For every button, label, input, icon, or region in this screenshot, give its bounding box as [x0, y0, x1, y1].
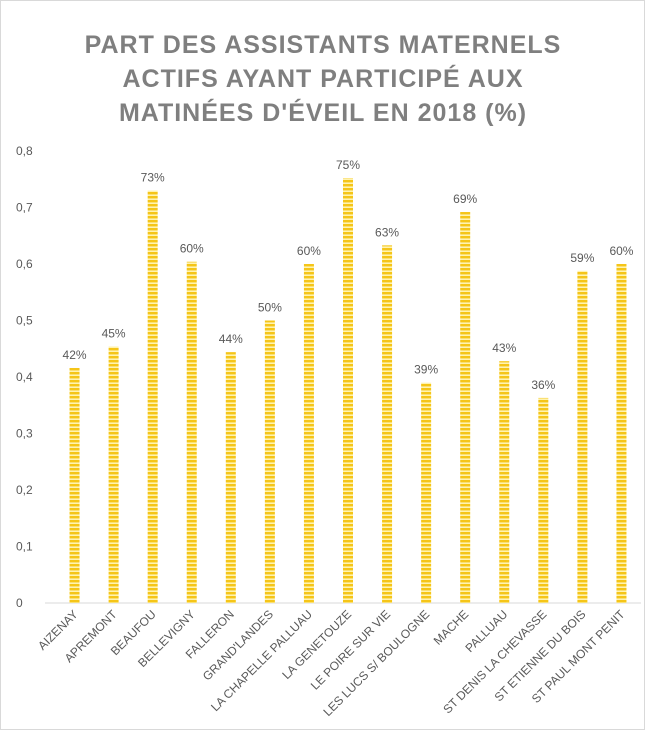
x-tick-label: LA GENETOUZE	[279, 607, 354, 682]
data-label: 42%	[63, 348, 87, 362]
data-label: 50%	[258, 301, 282, 315]
data-label: 45%	[102, 326, 126, 340]
bar	[264, 320, 275, 603]
chart-title: PART DES ASSISTANTS MATERNELS	[85, 31, 562, 59]
bar	[460, 212, 471, 603]
data-label: 43%	[492, 341, 516, 355]
data-label: 36%	[531, 378, 555, 392]
data-label: 60%	[180, 242, 204, 256]
bar	[421, 382, 432, 603]
y-tick-label: 0	[16, 596, 23, 610]
data-label: 75%	[336, 158, 360, 172]
y-tick-label: 0,6	[16, 257, 33, 271]
bar	[147, 190, 158, 604]
y-tick-label: 0,5	[16, 314, 33, 328]
bar	[69, 367, 80, 603]
data-label: 69%	[453, 192, 477, 206]
bar	[343, 178, 353, 603]
bar	[499, 361, 510, 603]
chart-title: ACTIFS AYANT PARTICIPÉ AUX	[122, 64, 523, 93]
bar	[616, 264, 627, 603]
bar	[186, 261, 197, 603]
data-label: 60%	[297, 244, 321, 258]
data-label: 39%	[414, 363, 438, 377]
data-label: 59%	[570, 251, 594, 265]
bar	[225, 352, 236, 603]
y-tick-label: 0,3	[16, 427, 33, 441]
y-tick-label: 0,7	[16, 201, 33, 215]
bar	[303, 264, 314, 603]
y-tick-label: 0,4	[16, 370, 33, 384]
chart-title: MATINÉES D'ÉVEIL EN 2018 (%)	[119, 98, 527, 127]
bar	[538, 397, 549, 603]
y-tick-label: 0,8	[16, 144, 33, 158]
data-label: 44%	[219, 332, 243, 346]
data-label: 60%	[609, 244, 633, 258]
data-label: 63%	[375, 225, 399, 239]
bar	[108, 346, 119, 603]
x-tick-label: GRAND'LANDES	[200, 607, 276, 683]
data-label: 73%	[141, 171, 165, 185]
y-tick-label: 0,2	[16, 483, 33, 497]
bar	[382, 245, 393, 604]
bar	[577, 270, 588, 603]
y-tick-label: 0,1	[16, 540, 33, 554]
